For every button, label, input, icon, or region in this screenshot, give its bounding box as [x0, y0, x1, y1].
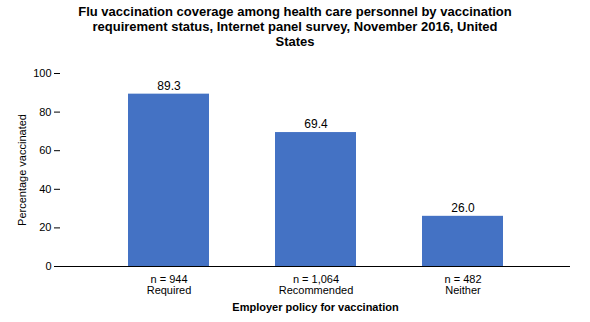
svg-text:0: 0: [45, 260, 51, 272]
svg-text:40: 40: [39, 183, 51, 195]
svg-text:100: 100: [33, 67, 51, 79]
svg-text:26.0: 26.0: [451, 201, 475, 215]
html-text:Flu vaccination coverage among: Flu vaccination coverage among health ca…: [78, 4, 512, 49]
svg-text:n = 1,064Recommended: n = 1,064Recommended: [279, 273, 354, 296]
svg-text:80: 80: [39, 106, 51, 118]
svg-text:Percentage vaccinated: Percentage vaccinated: [16, 114, 28, 226]
svg-text:n = 482Neither: n = 482Neither: [444, 273, 481, 296]
svg-text:89.3: 89.3: [157, 79, 181, 93]
svg-text:69.4: 69.4: [304, 117, 328, 131]
svg-text:Employer policy for vaccinatio: Employer policy for vaccination: [232, 301, 399, 313]
svg-text:60: 60: [39, 144, 51, 156]
svg-text:n = 944Required: n = 944Required: [147, 273, 192, 296]
svg-text:20: 20: [39, 221, 51, 233]
